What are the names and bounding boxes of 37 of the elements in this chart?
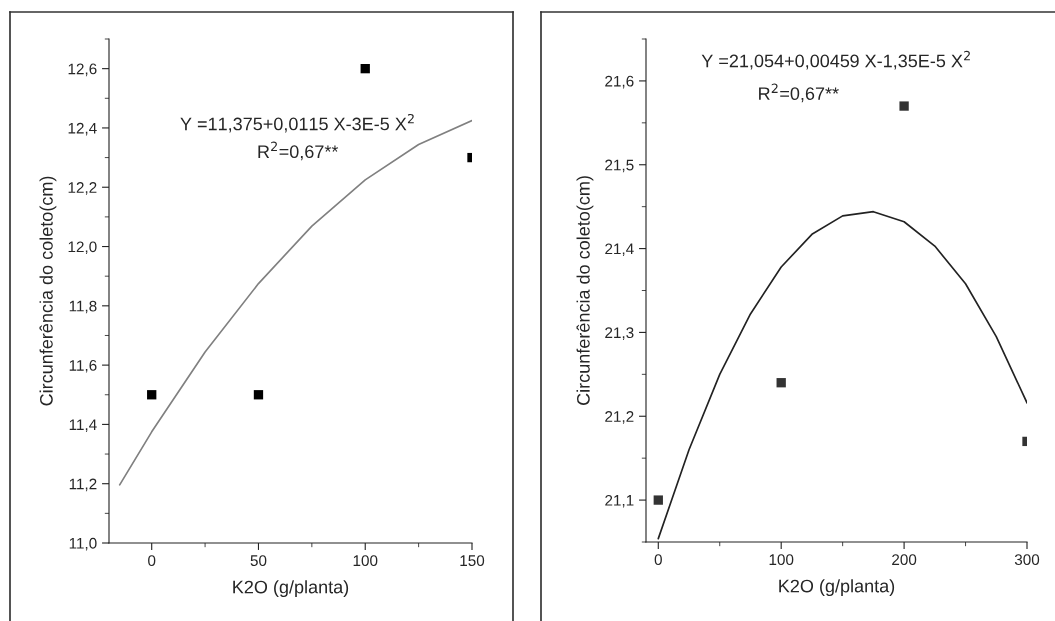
x-tick-label: 200 [892, 554, 917, 566]
annotation: Y =11,375+0,0115 X-3E-5 X$^{2}$ [180, 113, 414, 133]
y-tick-label: 12,6 [68, 63, 97, 77]
y-tick-label: 12,2 [68, 182, 97, 195]
x-tick-label: 100 [353, 555, 378, 567]
x-tick-label: 150 [460, 555, 485, 567]
point [253, 390, 264, 400]
y-tick-label: 11,8 [69, 300, 97, 314]
x-axis-title: K2O (g/planta) [779, 579, 895, 596]
annotation: R$^{2}$=0,67** [258, 141, 339, 161]
x-tick-label: 0 [148, 555, 156, 567]
y-tick-label: 21,6 [605, 75, 634, 89]
y-tick-label: 11,2 [69, 478, 97, 492]
y-tick-label: 21,2 [605, 411, 634, 424]
point [360, 63, 370, 74]
y-tick-label: 11,6 [69, 359, 97, 373]
y-tick-label: 11,0 [69, 537, 97, 551]
point [776, 378, 786, 388]
y-tick-label: 21,4 [605, 243, 634, 257]
x-axis-title: K2O (g/planta) [233, 580, 349, 597]
x-tick-label: 300 [1014, 554, 1040, 566]
y-tick-label: 21,5 [605, 159, 634, 173]
y-axis-title: Circunferência do coleto(cm) [39, 176, 57, 406]
point [899, 101, 909, 111]
point [147, 390, 157, 400]
x-tick-label: 0 [654, 554, 662, 566]
x-tick-label: 50 [250, 555, 267, 567]
x-tick-label: 100 [769, 554, 794, 566]
y-tick-label: 12,0 [68, 241, 97, 255]
y-tick-label: 21,3 [605, 327, 634, 340]
point [653, 495, 663, 505]
y-tick-label: 21,1 [605, 494, 634, 508]
annotation: Y =21,054+0,00459 X-1,35E-5 X$^{2}$ [701, 50, 970, 70]
annotation: R$^{2}$=0,67** [759, 83, 839, 103]
y-tick-label: 11,4 [69, 419, 97, 432]
y-axis-title: Circunferência do coleto(cm) [576, 176, 594, 405]
y-tick-label: 12,4 [68, 122, 97, 136]
